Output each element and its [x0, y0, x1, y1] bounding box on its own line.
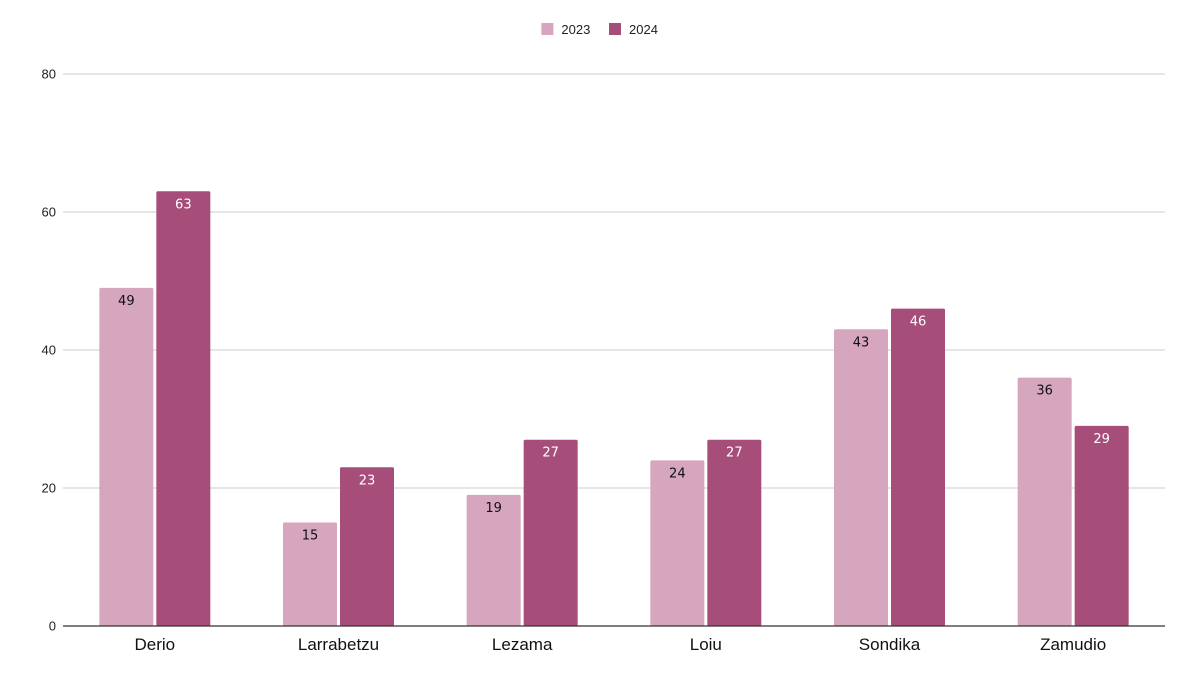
bar-2024-derio	[156, 191, 211, 627]
y-tick-label: 60	[42, 205, 56, 220]
x-axis-ticks: Derio Larrabetzu Lezama Loiu Sondika Zamudio	[135, 635, 1107, 654]
y-axis-ticks: 0 20 40 60 80	[42, 67, 56, 634]
bar-2023-lezama	[466, 494, 521, 626]
bar-2024-sondika	[891, 308, 945, 626]
bar-2023-derio	[99, 287, 154, 626]
y-tick-label: 80	[42, 67, 56, 82]
legend: 2023 2024	[541, 22, 658, 37]
x-tick-label: Loiu	[690, 635, 722, 654]
bar-data-label: 19	[485, 501, 502, 516]
bar-data-label: 15	[302, 529, 319, 544]
y-tick-label: 0	[49, 619, 56, 634]
bar-2023-zamudio	[1017, 377, 1072, 626]
bars	[99, 191, 1129, 627]
bar-2023-loiu	[650, 460, 705, 626]
bar-data-label: 63	[175, 197, 192, 212]
y-tick-label: 40	[42, 343, 56, 358]
bar-data-label: 23	[359, 473, 376, 488]
bar-2024-loiu	[707, 439, 762, 626]
bar-2023-sondika	[834, 329, 888, 626]
bar-data-label: 24	[669, 466, 686, 481]
x-tick-label: Derio	[135, 635, 176, 654]
legend-swatch-2023	[541, 23, 554, 35]
legend-swatch-2024	[609, 23, 621, 35]
legend-label-2024: 2024	[629, 22, 658, 37]
bar-data-label: 46	[910, 315, 927, 330]
bar-data-label: 27	[726, 446, 743, 461]
bar-2024-lezama	[523, 439, 578, 626]
legend-label-2023: 2023	[561, 22, 590, 37]
bar-data-labels: 49 63 15 23 19 27 24 27 43 46 36 29	[118, 197, 1110, 543]
bar-data-label: 27	[542, 446, 559, 461]
x-tick-label: Zamudio	[1040, 635, 1106, 654]
gridlines	[63, 73, 1165, 489]
bar-data-label: 29	[1093, 432, 1110, 447]
bar-2024-larrabetzu	[340, 467, 394, 626]
x-tick-label: Larrabetzu	[298, 635, 379, 654]
x-tick-label: Lezama	[492, 635, 553, 654]
y-tick-label: 20	[42, 481, 56, 496]
bar-data-label: 36	[1036, 384, 1053, 399]
bar-data-label: 43	[853, 335, 870, 350]
bar-data-label: 49	[118, 294, 135, 309]
x-tick-label: Sondika	[859, 635, 921, 654]
bar-2023-larrabetzu	[283, 522, 337, 626]
bar-2024-zamudio	[1074, 425, 1129, 626]
